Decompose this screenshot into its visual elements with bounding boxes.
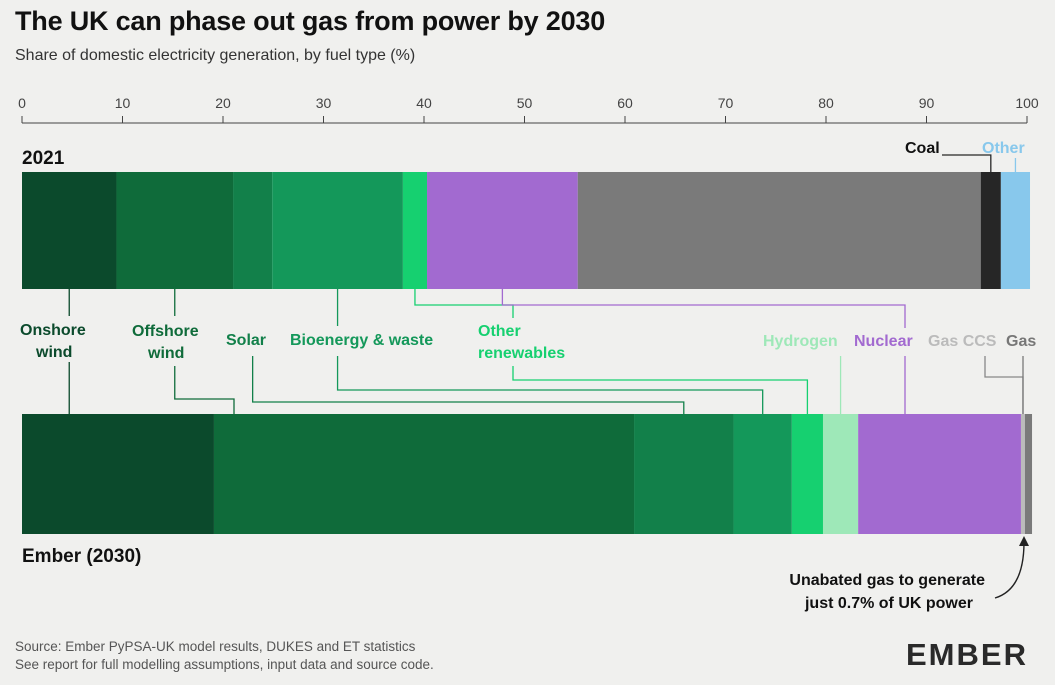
annotation-arrow-head xyxy=(1019,536,1029,546)
leader-solar xyxy=(251,356,685,414)
bar-segment-2030-gas xyxy=(1024,414,1033,534)
bar-segment-2030-hydrogen xyxy=(822,414,859,534)
leader-offshore-wind xyxy=(174,289,235,414)
annotation-line2: just 0.7% of UK power xyxy=(804,595,973,612)
label-onshore-wind-line1: Onshore xyxy=(20,322,86,339)
leader-bioenergy xyxy=(336,289,764,414)
bar-segment-2021-onshore-wind xyxy=(22,172,117,289)
bar-segment-2021-other xyxy=(1000,172,1031,289)
x-tick-label-70: 70 xyxy=(718,95,734,111)
leader-gas-ccs xyxy=(984,356,1024,414)
leader-nuclear xyxy=(501,289,906,414)
bar-segment-2021-nuclear xyxy=(427,172,578,289)
bar-segment-2021-other-renewables xyxy=(402,172,428,289)
label-bioenergy: Bioenergy & waste xyxy=(290,332,433,349)
bar-segment-2030-nuclear xyxy=(858,414,1021,534)
bar-segment-2021-gas xyxy=(577,172,981,289)
category-label-2030: Ember (2030) xyxy=(22,546,141,567)
x-tick-label-60: 60 xyxy=(617,95,633,111)
label-hydrogen: Hydrogen xyxy=(763,333,838,350)
stacked-bar-chart: 0 10 20 30 40 50 60 70 80 90 100 2021 Ember (2030) On… xyxy=(18,95,1039,612)
x-tick-label-20: 20 xyxy=(215,95,231,111)
x-tick-label-50: 50 xyxy=(517,95,533,111)
annotation-arrow-line xyxy=(994,541,1025,599)
bar-segment-2021-solar xyxy=(233,172,273,289)
chart-title: The UK can phase out gas from power by 2… xyxy=(15,6,606,36)
x-tick-label-10: 10 xyxy=(115,95,131,111)
label-other-renewables-line2: renewables xyxy=(478,345,565,362)
bar-segment-2021-offshore-wind xyxy=(116,172,234,289)
label-other-renewables-line1: Other xyxy=(478,323,521,340)
label-onshore-wind-line2: wind xyxy=(35,344,72,361)
x-tick-label-40: 40 xyxy=(416,95,432,111)
bar-segment-2030-other-renewables xyxy=(791,414,823,534)
x-tick-label-80: 80 xyxy=(818,95,834,111)
bar-segment-2021-coal xyxy=(980,172,1001,289)
label-other: Other xyxy=(982,140,1025,157)
label-gas: Gas xyxy=(1006,333,1036,350)
bar-segment-2030-offshore-wind xyxy=(213,414,635,534)
x-tick-label-30: 30 xyxy=(316,95,332,111)
source-line-1: Source: Ember PyPSA-UK model results, DU… xyxy=(15,639,416,654)
x-tick-label-90: 90 xyxy=(919,95,935,111)
label-offshore-wind-line1: Offshore xyxy=(132,323,199,340)
bar-segment-2021-bioenergy xyxy=(272,172,403,289)
ember-logo: EMBER xyxy=(906,637,1028,672)
x-tick-label-0: 0 xyxy=(18,95,26,111)
bar-segment-2030-solar xyxy=(634,414,734,534)
label-nuclear: Nuclear xyxy=(854,333,913,350)
label-solar: Solar xyxy=(226,332,266,349)
label-gas-ccs: Gas CCS xyxy=(928,333,997,350)
chart-subtitle: Share of domestic electricity generation… xyxy=(15,47,416,64)
bar-segment-2030-bioenergy xyxy=(733,414,792,534)
label-coal: Coal xyxy=(905,140,940,157)
x-tick-label-100: 100 xyxy=(1015,95,1039,111)
leader-coal xyxy=(942,154,992,172)
leader-other-renewables xyxy=(414,289,809,414)
category-label-2021: 2021 xyxy=(22,148,65,169)
source-line-2: See report for full modelling assumption… xyxy=(15,657,434,672)
label-offshore-wind-line2: wind xyxy=(147,345,184,362)
source-note: Source: Ember PyPSA-UK model results, DU… xyxy=(15,638,434,674)
bar-segment-2030-gas-ccs xyxy=(1020,414,1025,534)
bar-segment-2030-onshore-wind xyxy=(22,414,214,534)
annotation-line1: Unabated gas to generate xyxy=(789,572,985,589)
